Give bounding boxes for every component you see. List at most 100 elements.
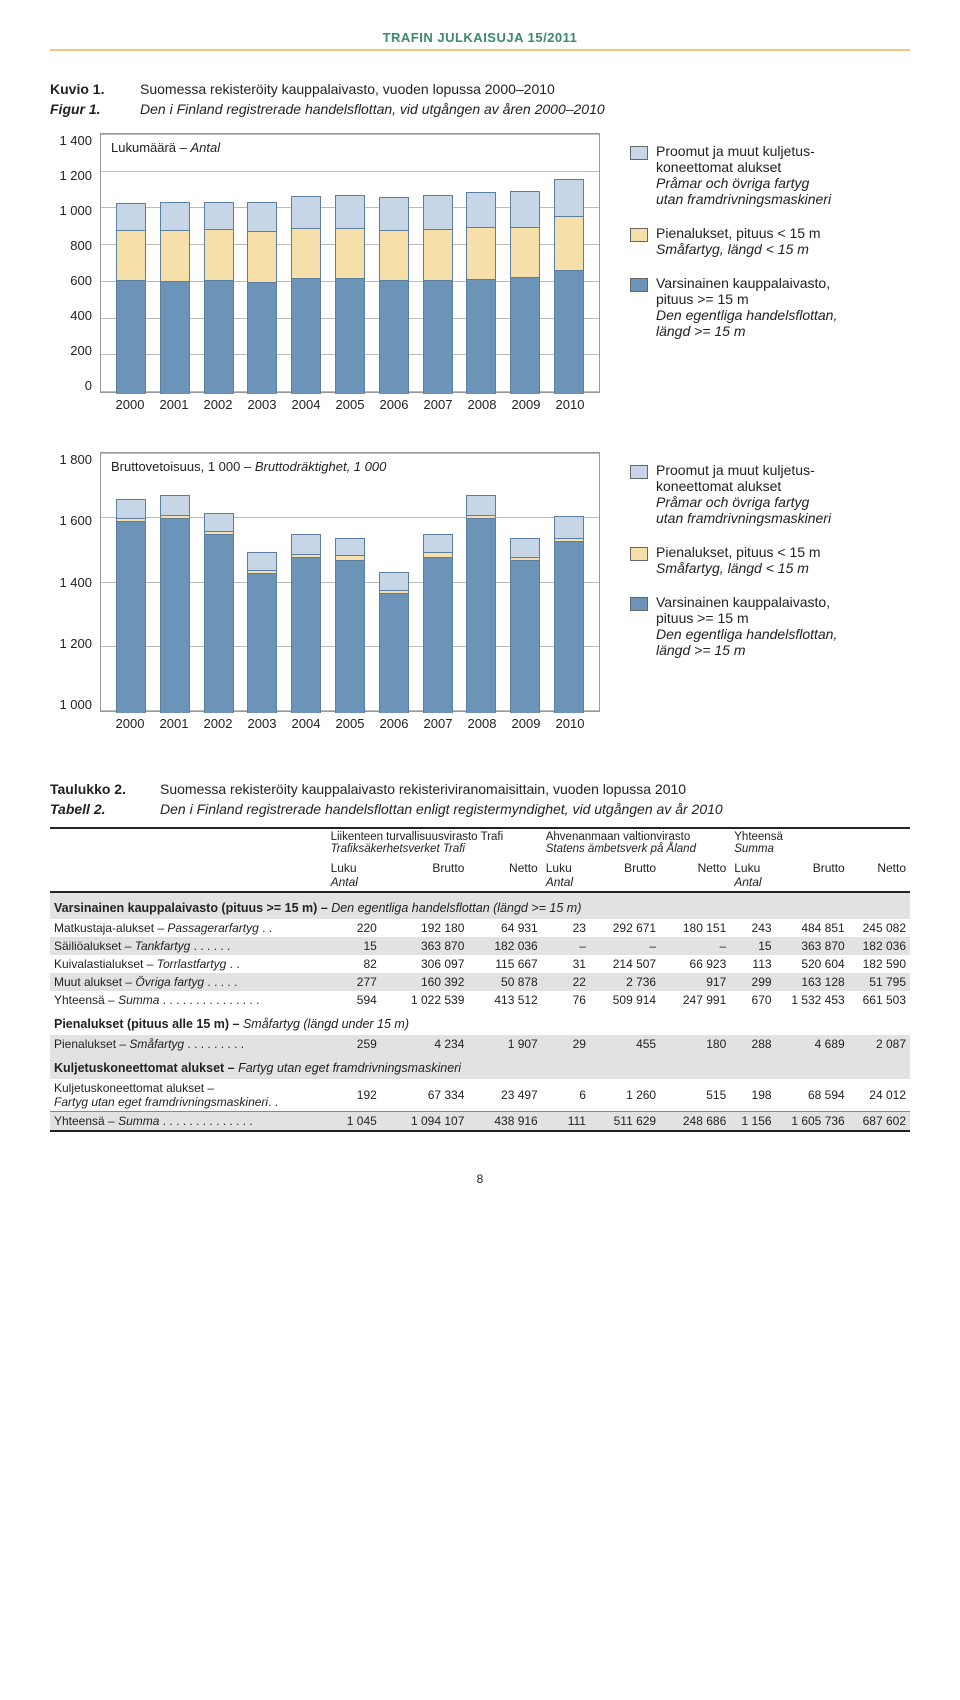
cell: 1 532 453: [776, 991, 849, 1009]
cell: 2 736: [590, 973, 660, 991]
bar-segment: [554, 179, 584, 216]
cell: 180: [660, 1035, 730, 1053]
legend-item: Proomut ja muut kuljetus- koneettomat al…: [630, 462, 837, 526]
legend-text: Pienalukset, pituus < 15 mSmåfartyg, län…: [656, 225, 821, 257]
table-row: Kuljetuskoneettomat alukset – Fartyg uta…: [50, 1079, 910, 1111]
bar-segment: [379, 197, 409, 230]
legend-text: Proomut ja muut kuljetus- koneettomat al…: [656, 462, 831, 526]
xlabel: 2009: [512, 716, 541, 731]
figur1-label: Figur 1.: [50, 101, 140, 117]
xlabel: 2010: [556, 716, 585, 731]
bar-segment: [160, 518, 190, 713]
bar-segment: [116, 499, 146, 519]
bar-segment: [335, 195, 365, 228]
figur1-text: Den i Finland registrerade handelsflotta…: [140, 101, 605, 117]
bar-segment: [423, 557, 453, 713]
taulukko2-label: Taulukko 2.: [50, 781, 160, 797]
ylabel: 1 200: [50, 168, 92, 183]
bar-stack: [423, 534, 453, 713]
cell: 31: [542, 955, 590, 973]
bar-segment: [160, 202, 190, 230]
cell: 66 923: [660, 955, 730, 973]
xlabel: 2003: [248, 716, 277, 731]
taulukko2-caption: Taulukko 2. Suomessa rekisteröity kauppa…: [50, 781, 910, 797]
bar-segment: [466, 192, 496, 227]
cell: 23 497: [468, 1079, 541, 1111]
chart2-legend: Proomut ja muut kuljetus- koneettomat al…: [630, 452, 837, 731]
bar-segment: [554, 270, 584, 394]
taulukko2-text: Suomessa rekisteröity kauppalaivasto rek…: [160, 781, 686, 797]
xlabel: 2006: [380, 397, 409, 412]
bar-segment: [247, 231, 277, 282]
table-row: Kuivalastialukset – Torrlastfartyg . . 8…: [50, 955, 910, 973]
cell: 292 671: [590, 919, 660, 937]
legend-item: Pienalukset, pituus < 15 mSmåfartyg, län…: [630, 544, 837, 576]
xlabel: 2006: [380, 716, 409, 731]
legend-text: Proomut ja muut kuljetus- koneettomat al…: [656, 143, 831, 207]
cell: 82: [327, 955, 381, 973]
xlabel: 2000: [116, 397, 145, 412]
tabell2-text: Den i Finland registrerade handelsflotta…: [160, 801, 723, 817]
bar-segment: [335, 560, 365, 713]
cell: 363 870: [776, 937, 849, 955]
total-row: Yhteensä – Summa . . . . . . . . . . . .…: [50, 1112, 910, 1131]
legend-text: Pienalukset, pituus < 15 mSmåfartyg, län…: [656, 544, 821, 576]
legend-item: Proomut ja muut kuljetus- koneettomat al…: [630, 143, 837, 207]
bar-stack: [379, 197, 409, 394]
bar-segment: [291, 557, 321, 713]
bar-segment: [510, 560, 540, 713]
xlabel: 2001: [160, 397, 189, 412]
bar-segment: [510, 277, 540, 394]
tabell2-caption: Tabell 2. Den i Finland registrerade han…: [50, 801, 910, 817]
col-brutto: Brutto: [776, 857, 849, 891]
bar-segment: [291, 228, 321, 278]
cell: 29: [542, 1035, 590, 1053]
col-brutto: Brutto: [590, 857, 660, 891]
cell: 2 087: [849, 1035, 910, 1053]
xlabel: 2009: [512, 397, 541, 412]
cell: 4 689: [776, 1035, 849, 1053]
cell: 363 870: [381, 937, 469, 955]
bar-stack: [510, 191, 540, 394]
cell: 509 914: [590, 991, 660, 1009]
legend-item: Varsinainen kauppalaivasto, pituus >= 15…: [630, 594, 837, 658]
cell: 192: [327, 1079, 381, 1111]
bar-segment: [423, 280, 453, 394]
table-group-header: Liikenteen turvallisuusvirasto TrafiTraf…: [327, 828, 542, 857]
bar-stack: [160, 202, 190, 394]
table-row: Pienalukset – Småfartyg . . . . . . . . …: [50, 1035, 910, 1053]
xlabel: 2008: [468, 716, 497, 731]
section-heading: Varsinainen kauppalaivasto (pituus >= 15…: [50, 892, 910, 919]
bar-segment: [335, 278, 365, 394]
ylabel: 400: [50, 308, 92, 323]
cell: 67 334: [381, 1079, 469, 1111]
table-row: Muut alukset – Övriga fartyg . . . . . 2…: [50, 973, 910, 991]
xlabel: 2008: [468, 397, 497, 412]
cell: 520 604: [776, 955, 849, 973]
cell: 306 097: [381, 955, 469, 973]
chart2-wrap: 1 8001 6001 4001 2001 000 Bruttovetoisuu…: [50, 452, 910, 731]
row-label: Säiliöalukset – Tankfartyg . . . . . .: [50, 937, 327, 955]
cell: 455: [590, 1035, 660, 1053]
cell: 687 602: [849, 1112, 910, 1131]
cell: 51 795: [849, 973, 910, 991]
cell: 182 590: [849, 955, 910, 973]
bar-stack: [554, 516, 584, 713]
bar-segment: [466, 279, 496, 395]
bar-segment: [379, 280, 409, 394]
ylabel: 1 000: [50, 203, 92, 218]
legend-swatch: [630, 228, 648, 242]
col-netto: Netto: [468, 857, 541, 891]
bar-segment: [423, 534, 453, 552]
cell: 68 594: [776, 1079, 849, 1111]
xlabel: 2004: [292, 716, 321, 731]
bar-segment: [116, 203, 146, 230]
cell: 163 128: [776, 973, 849, 991]
xlabel: 2003: [248, 397, 277, 412]
xlabel: 2001: [160, 716, 189, 731]
cell: 247 991: [660, 991, 730, 1009]
cell: 661 503: [849, 991, 910, 1009]
page-number: 8: [50, 1172, 910, 1186]
bar-segment: [116, 280, 146, 394]
legend-swatch: [630, 278, 648, 292]
